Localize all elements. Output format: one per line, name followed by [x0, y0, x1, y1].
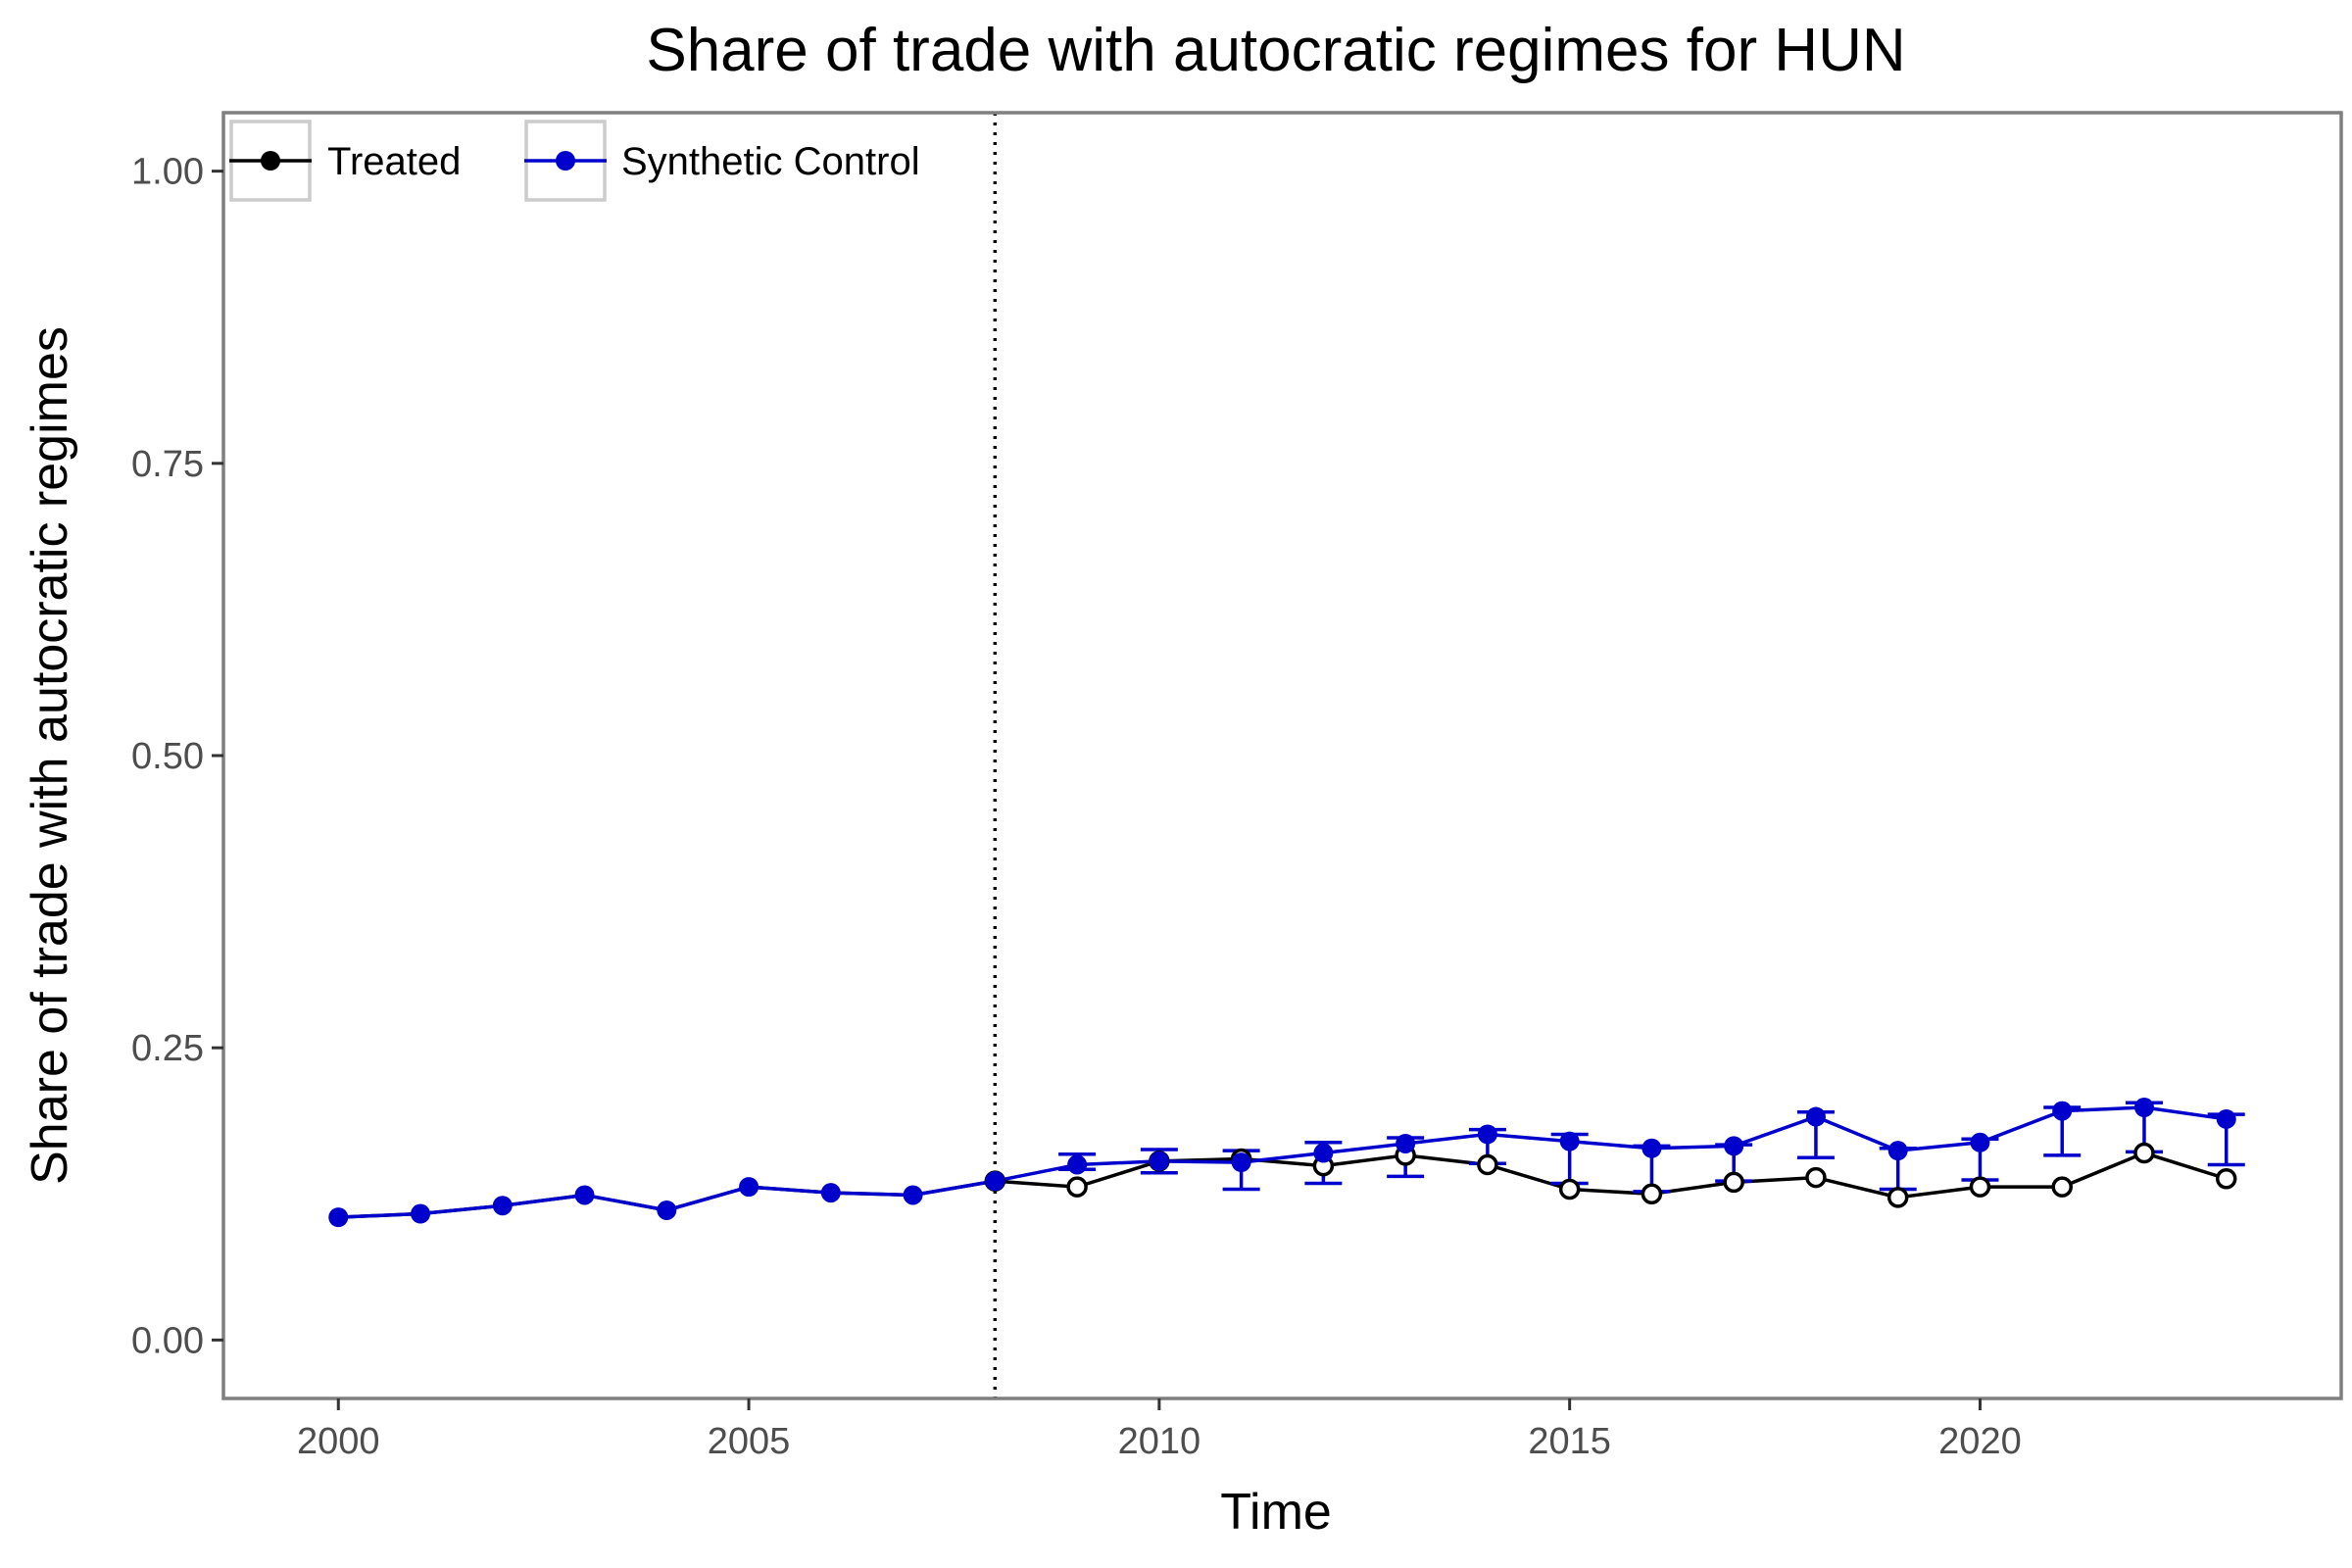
synthetic-point — [1642, 1138, 1662, 1158]
treated-point — [1066, 1176, 1088, 1198]
synthetic-point — [492, 1196, 513, 1216]
y-axis: 0.00 0.25 0.50 0.75 1.00 — [131, 152, 223, 1361]
legend-label: Treated — [327, 140, 461, 183]
x-axis-title: Time — [1220, 1484, 1332, 1541]
synthetic-point — [411, 1203, 431, 1224]
synthetic-point — [820, 1183, 841, 1203]
y-tick-label: 0.75 — [131, 444, 204, 485]
treated-point — [2133, 1142, 2155, 1164]
synthetic-point — [1477, 1124, 1497, 1145]
synthetic-point — [985, 1171, 1005, 1192]
treated-point — [2051, 1176, 2073, 1198]
treated-point — [1558, 1178, 1581, 1200]
y-tick-label: 0.00 — [131, 1320, 204, 1361]
plot-area — [221, 111, 2343, 1400]
synthetic-point — [1067, 1154, 1088, 1175]
synthetic-point — [1724, 1136, 1744, 1156]
treated-point — [1723, 1171, 1744, 1194]
legend-item: Synthetic Control — [524, 120, 920, 202]
x-tick-label: 2010 — [1118, 1421, 1201, 1462]
treated-point — [1641, 1183, 1663, 1205]
y-axis-title: Share of trade with autocratic regimes — [22, 326, 78, 1185]
treated-point — [1969, 1176, 1991, 1198]
chart-title: Share of trade with autocratic regimes f… — [646, 17, 1905, 84]
synthetic-point — [1149, 1151, 1169, 1171]
synthetic-point — [1396, 1133, 1416, 1153]
treated-point — [1805, 1166, 1827, 1189]
synthetic-point — [739, 1177, 760, 1198]
panel-border — [221, 111, 2343, 1400]
synthetic-point — [1231, 1152, 1251, 1173]
chart-marks — [328, 113, 2245, 1398]
y-tick-label: 0.25 — [131, 1028, 204, 1069]
synthetic-point — [2133, 1098, 2154, 1118]
synthetic-point — [1970, 1132, 1990, 1152]
synthetic-point — [2216, 1108, 2236, 1129]
legend-key-point — [261, 151, 280, 171]
legend-key-point — [556, 151, 575, 171]
synthetic-point — [1559, 1131, 1580, 1152]
x-tick-label: 2005 — [708, 1421, 791, 1462]
treated-point — [1886, 1187, 1909, 1208]
synthetic-point — [657, 1200, 677, 1220]
synthetic-point — [2052, 1101, 2073, 1121]
x-tick-label: 2000 — [297, 1421, 380, 1462]
y-tick-label: 0.50 — [131, 736, 204, 777]
legend-item: Treated — [229, 120, 461, 202]
synthetic-point — [328, 1207, 349, 1228]
synthetic-point — [903, 1185, 923, 1205]
synthetic-point — [1313, 1143, 1334, 1163]
synthetic-point — [1887, 1141, 1908, 1161]
x-tick-label: 2020 — [1938, 1421, 2022, 1462]
synthetic-point — [574, 1185, 595, 1205]
treated-point — [2215, 1168, 2237, 1190]
x-axis: 2000 2005 2010 2015 2020 — [297, 1398, 2022, 1462]
synthetic-line — [338, 1105, 2227, 1219]
treated-point — [1477, 1153, 1498, 1176]
synthetic-point — [1805, 1106, 1826, 1127]
treated-line — [338, 1151, 2228, 1219]
y-tick-label: 1.00 — [131, 152, 204, 193]
legend: Treated Synthetic Control — [229, 120, 920, 202]
x-tick-label: 2015 — [1528, 1421, 1611, 1462]
legend-label: Synthetic Control — [621, 140, 920, 183]
